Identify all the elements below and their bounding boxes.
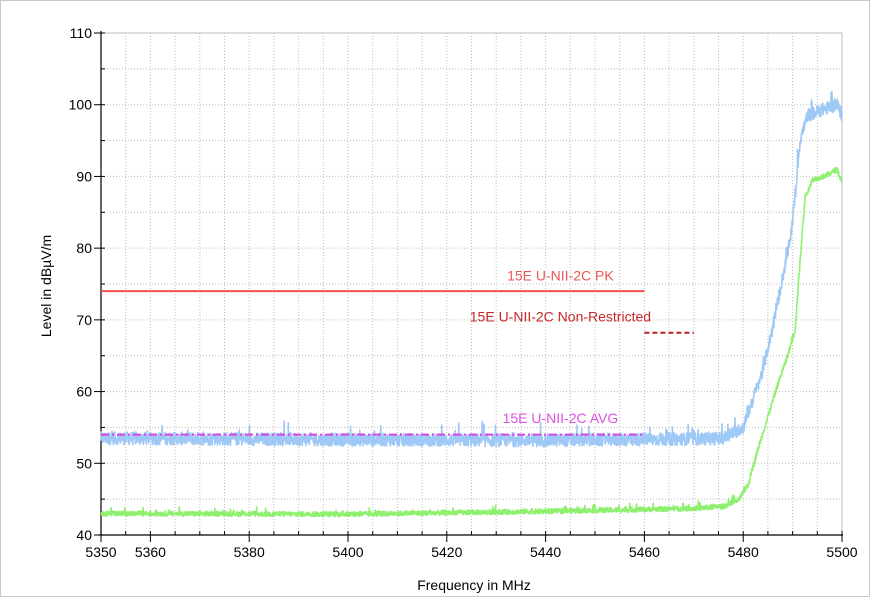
labels-layer: 5350 5360 5380 5400 5420 5440 5460 5480 5500 40 50…	[69, 25, 858, 560]
x-tick-label: 5380	[234, 544, 265, 560]
x-tick-label: 5500	[826, 544, 857, 560]
y-tick-label: 70	[76, 312, 92, 328]
x-tick-label: 5440	[530, 544, 561, 560]
x-axis-label: Frequency in MHz	[417, 577, 531, 593]
series-trace-2	[100, 166, 843, 518]
limit-line-label-2: 15E U-NII-2C AVG	[503, 410, 619, 426]
y-tick-label: 100	[69, 97, 93, 113]
x-tick-label: 5400	[332, 544, 363, 560]
x-tick-label: 5350	[85, 544, 116, 560]
y-tick-label: 90	[76, 168, 92, 184]
series-trace-1	[100, 90, 843, 448]
x-tick-label: 5480	[728, 544, 759, 560]
x-tick-label: 5460	[629, 544, 660, 560]
x-tick-label: 5420	[431, 544, 462, 560]
y-tick-label: 40	[76, 527, 92, 543]
y-axis-label: Level in dBµV/m	[38, 235, 54, 337]
y-tick-label: 110	[70, 25, 93, 41]
series-layer	[100, 90, 843, 518]
x-tick-label: 5360	[135, 544, 166, 560]
y-tick-label: 50	[76, 455, 92, 471]
limit-line-label-3: 15E U-NII-2C Non-Restricted	[470, 308, 651, 324]
limit-lines-layer	[101, 290, 694, 436]
limit-line-label-1: 15E U-NII-2C PK	[507, 267, 614, 283]
y-tick-label: 80	[76, 240, 92, 256]
y-tick-label: 60	[76, 384, 92, 400]
ticks-layer	[94, 31, 843, 542]
grid-layer	[100, 32, 843, 536]
